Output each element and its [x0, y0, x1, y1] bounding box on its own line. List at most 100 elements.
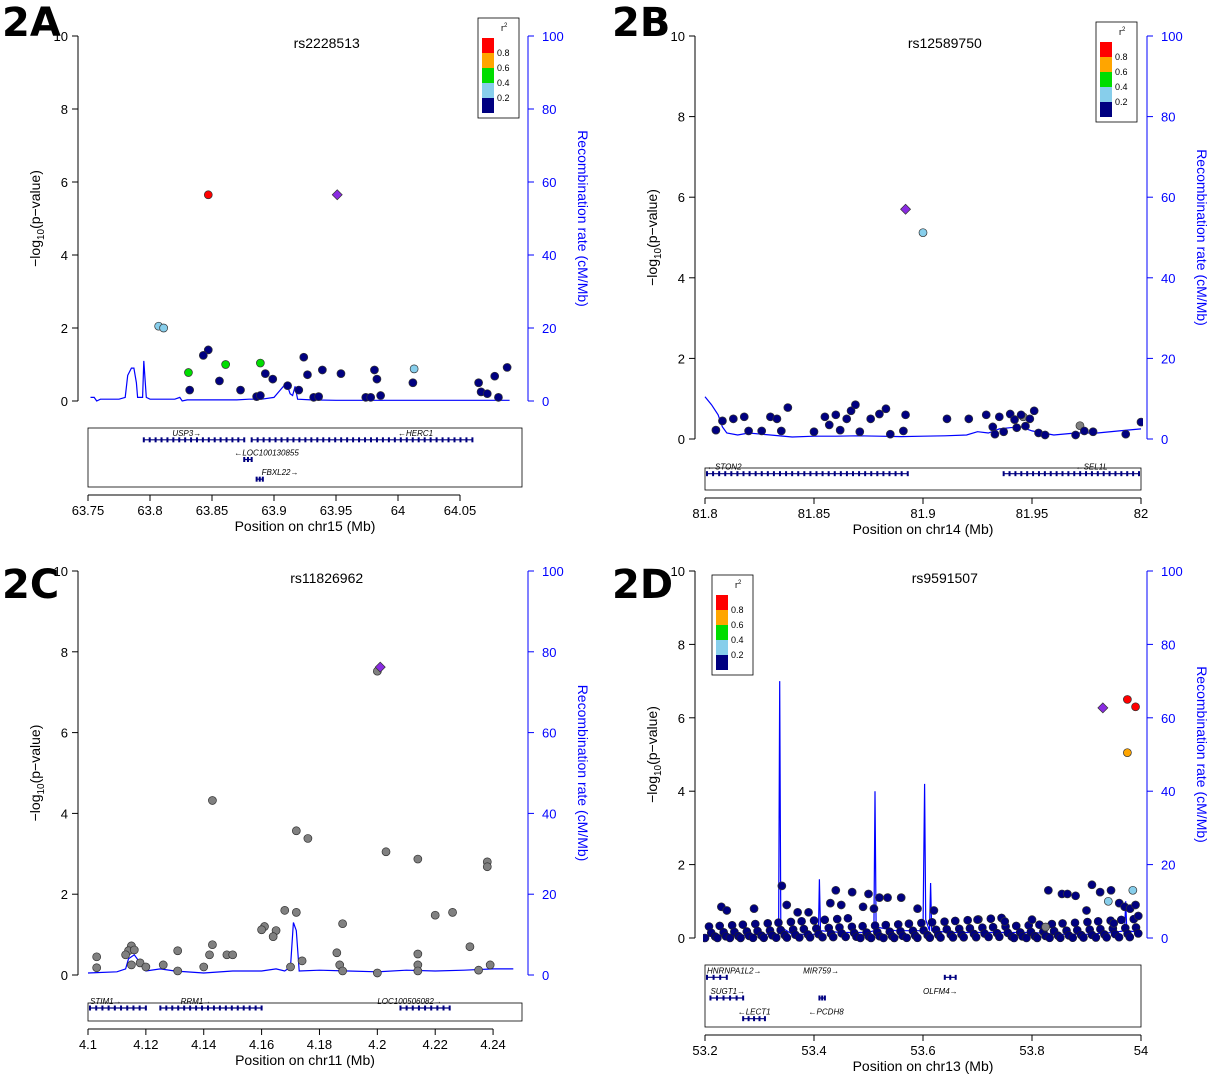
gene-exon [760, 471, 763, 477]
snp-point [971, 932, 981, 942]
legend-swatch [716, 625, 728, 640]
gene-exon [1061, 471, 1064, 477]
gene-exon [101, 1005, 104, 1011]
gene-exon [423, 437, 426, 443]
snp-point [490, 371, 500, 381]
y2-axis-title: Recombination rate (cM/Mb) [1194, 666, 1208, 843]
gene-exon [823, 995, 826, 1001]
snp-point [303, 370, 312, 380]
x-tick-label: 54 [1134, 1043, 1148, 1058]
gene-exon [95, 1005, 98, 1011]
snp-point [205, 950, 214, 960]
y2-tick-label: 80 [542, 645, 556, 660]
gene-label: ←HERC1 [398, 429, 433, 438]
snp-point [370, 365, 379, 375]
snp-point [336, 369, 346, 378]
snp-point [793, 907, 803, 917]
gene-exon [417, 437, 420, 443]
snp-point [959, 933, 969, 942]
snp-point [738, 920, 748, 929]
gene-exon [165, 1005, 168, 1011]
snp-point [851, 400, 860, 410]
legend-swatch [482, 98, 494, 113]
snp-point [940, 917, 949, 926]
gene-exon [471, 437, 474, 443]
snp-point [715, 921, 724, 931]
x-axis-title: Position on chr11 (Mb) [235, 1052, 375, 1068]
snp-point [184, 368, 193, 377]
snp-point [127, 960, 136, 970]
snp-point [173, 966, 183, 976]
snp-point [881, 404, 891, 414]
gene-exon [298, 437, 301, 443]
panel-2b: 2B 0 2 4 6 8 10 −log10(p−value) 0 20 40 60 80 100 Reco… [612, 0, 1208, 537]
legend-swatch [1100, 72, 1112, 87]
gene-exon [729, 995, 732, 1001]
gene-exon [785, 471, 788, 477]
r2-legend: r2 0.8 0.6 0.4 0.2 [711, 574, 754, 676]
gene-exon [876, 471, 879, 477]
snp-point [846, 406, 856, 416]
snp-point [409, 364, 419, 374]
gene-exon [1090, 471, 1093, 477]
gene-exon [742, 471, 745, 477]
gene-exon [393, 437, 396, 443]
y-tick-label: 0 [61, 394, 68, 409]
gene-label: RRM1→ [181, 997, 212, 1006]
snp-point [883, 893, 892, 902]
panel-2d: 2D 0 2 4 6 8 10 −log10(p−value) 0 20 40 60 80 100 Reco… [612, 562, 1208, 1074]
gene-exon [763, 1016, 766, 1022]
snp-point [917, 918, 926, 928]
x-tick-label: 53.4 [801, 1043, 826, 1058]
snp-point [185, 385, 195, 395]
snp-point [875, 893, 884, 902]
gene-exon [1126, 471, 1129, 477]
gene-exon [166, 437, 169, 443]
gene-exon [310, 437, 313, 443]
snp-point [314, 392, 323, 401]
gene-exon [262, 437, 265, 443]
y-tick-label: 0 [678, 931, 685, 946]
snp-point [836, 900, 846, 910]
gene-exon [818, 995, 821, 1001]
snp-title: rs12589750 [908, 35, 982, 51]
snp-point [303, 834, 313, 843]
recombination-line [87, 922, 514, 974]
snp-point [1016, 410, 1026, 420]
snp-point [485, 960, 495, 970]
gene-exon [154, 437, 157, 443]
snp-point [408, 378, 418, 388]
lead-snp-marker [331, 189, 343, 201]
y-tick-label: 4 [678, 271, 685, 286]
snp-point [413, 854, 423, 864]
x-tick-label: 4.14 [191, 1037, 216, 1052]
gene-exon [352, 437, 355, 443]
y2-tick-label: 40 [1161, 271, 1175, 286]
snp-point [268, 374, 278, 384]
legend-label: 0.2 [497, 93, 510, 103]
gene-label: ←SEL1L [1076, 463, 1108, 472]
gene-exon [730, 471, 733, 477]
y-tick-label: 8 [61, 102, 68, 117]
snp-point [1027, 915, 1037, 925]
gene-exon [1114, 471, 1117, 477]
gene-exon [1043, 471, 1046, 477]
gene-exon [256, 437, 259, 443]
gene-exon [144, 1005, 147, 1011]
snp-point [1010, 415, 1019, 425]
y-tick-label: 4 [61, 248, 68, 263]
snp-point [294, 385, 304, 395]
snp-point [748, 933, 758, 943]
y-tick-label: 4 [678, 784, 685, 799]
snp-point [465, 942, 475, 952]
snp-point [1009, 933, 1019, 943]
snp-title: rs2228513 [294, 35, 360, 51]
y-tick-label: 6 [678, 190, 685, 205]
gene-exon [949, 974, 952, 980]
gene-exon [258, 476, 261, 482]
snp-point [268, 932, 278, 941]
x-tick-label: 81.9 [910, 506, 935, 521]
snp-point [804, 907, 813, 917]
snp-point [828, 932, 838, 942]
gene-exon [754, 471, 757, 477]
